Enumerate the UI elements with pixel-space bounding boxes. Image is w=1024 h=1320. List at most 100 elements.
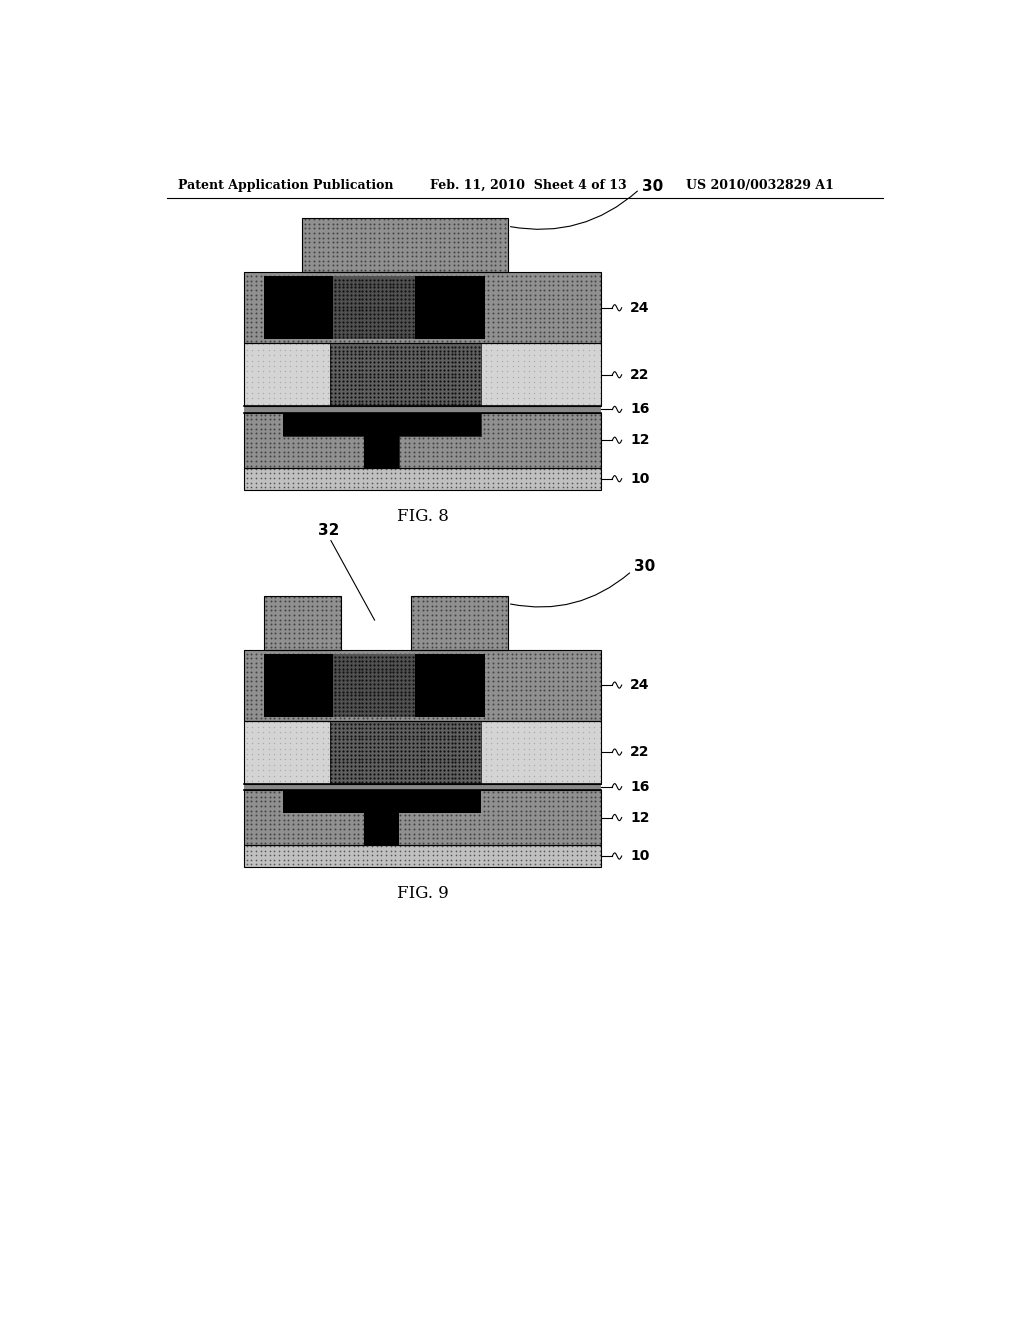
Point: [323, 473, 339, 494]
Point: [564, 840, 581, 861]
Point: [378, 849, 394, 870]
Point: [381, 685, 397, 706]
Point: [323, 330, 339, 351]
Point: [452, 623, 468, 644]
Point: [373, 265, 389, 286]
Point: [392, 854, 409, 875]
Point: [383, 409, 399, 430]
Point: [564, 648, 581, 669]
Point: [439, 711, 456, 733]
Point: [420, 661, 436, 682]
Point: [327, 796, 343, 817]
Point: [338, 209, 354, 230]
Point: [393, 665, 410, 686]
Point: [339, 647, 355, 668]
Point: [323, 814, 339, 836]
Point: [453, 463, 469, 484]
Point: [309, 595, 326, 616]
Point: [489, 280, 506, 301]
Point: [375, 717, 391, 738]
Point: [447, 833, 464, 854]
Point: [407, 339, 423, 360]
Point: [413, 339, 429, 360]
Point: [592, 805, 608, 826]
Point: [413, 748, 429, 770]
Point: [335, 292, 351, 313]
Point: [276, 743, 293, 764]
Point: [521, 339, 538, 360]
Point: [248, 446, 264, 467]
Point: [364, 661, 380, 682]
Point: [283, 371, 299, 392]
Point: [483, 360, 500, 381]
Point: [484, 265, 501, 286]
Point: [438, 298, 455, 319]
Point: [271, 599, 288, 620]
Point: [345, 698, 361, 719]
Point: [358, 711, 375, 733]
Point: [517, 676, 534, 697]
Point: [541, 667, 557, 688]
Point: [564, 289, 581, 310]
Point: [381, 665, 397, 686]
Point: [436, 232, 453, 253]
Point: [374, 337, 390, 358]
Point: [531, 733, 548, 754]
Point: [332, 809, 348, 830]
Point: [401, 393, 418, 414]
Point: [434, 727, 451, 748]
Point: [541, 849, 557, 870]
Point: [538, 759, 554, 780]
Point: [309, 605, 326, 626]
Point: [391, 350, 408, 371]
Point: [494, 748, 510, 770]
Point: [258, 599, 274, 620]
Point: [420, 729, 436, 750]
Point: [467, 725, 483, 746]
Point: [538, 393, 554, 414]
Point: [364, 809, 380, 830]
Point: [467, 350, 483, 371]
Point: [457, 265, 473, 286]
Point: [438, 404, 455, 425]
Point: [364, 450, 380, 471]
Point: [350, 289, 367, 310]
Point: [285, 657, 301, 678]
Point: [439, 341, 456, 362]
Point: [312, 698, 329, 719]
Point: [373, 458, 389, 479]
Point: [318, 614, 335, 635]
Point: [499, 284, 515, 305]
Point: [341, 800, 357, 821]
Point: [517, 657, 534, 678]
Point: [447, 437, 464, 458]
Point: [335, 379, 351, 400]
Point: [455, 371, 471, 392]
Point: [339, 371, 355, 392]
Point: [475, 704, 492, 725]
Point: [255, 360, 271, 381]
Point: [480, 854, 497, 875]
Point: [367, 246, 383, 267]
Point: [479, 609, 496, 630]
Point: [354, 271, 371, 292]
Point: [447, 467, 464, 488]
Point: [592, 657, 608, 678]
Point: [587, 661, 603, 682]
Point: [438, 312, 455, 333]
Point: [383, 796, 399, 817]
Point: [411, 289, 427, 310]
Point: [555, 796, 571, 817]
Point: [475, 643, 492, 664]
Point: [559, 738, 575, 759]
Point: [373, 432, 389, 453]
Point: [376, 260, 392, 281]
Point: [239, 800, 255, 821]
Point: [346, 341, 362, 362]
Point: [526, 321, 543, 342]
Point: [354, 409, 371, 430]
Point: [397, 771, 414, 792]
Point: [456, 627, 472, 648]
Point: [299, 828, 315, 849]
Point: [295, 614, 311, 635]
